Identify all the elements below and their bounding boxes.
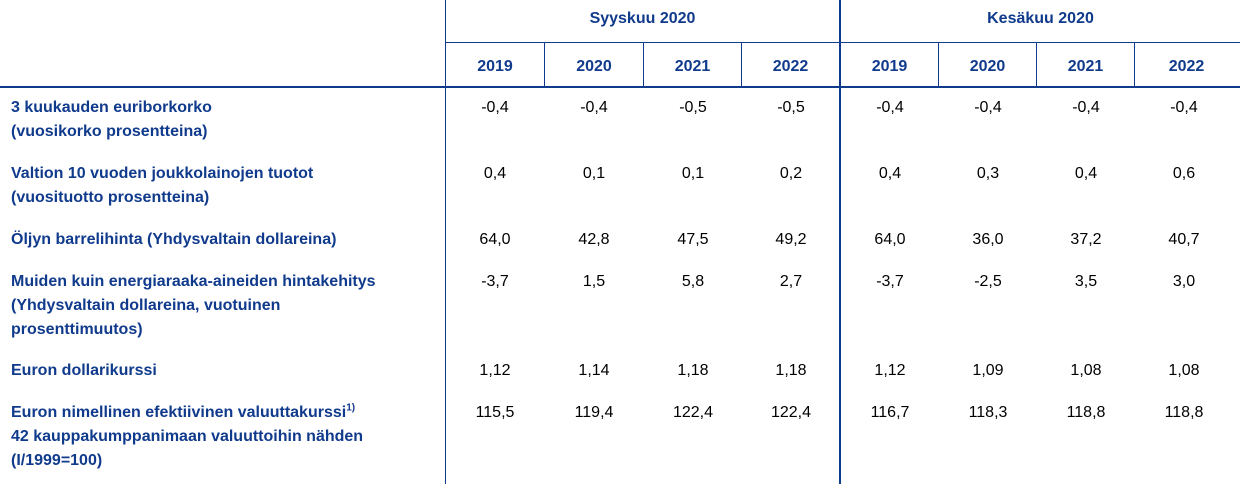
table-cell: 49,2	[775, 231, 807, 248]
group-header-kesakuu: Kesäkuu 2020	[987, 10, 1094, 27]
table-cell: 116,7	[870, 404, 910, 421]
table-cell: -0,4	[1170, 99, 1198, 116]
table-cell: 0,3	[976, 165, 1000, 182]
group-divider-middle	[839, 0, 841, 484]
group-header-syyskuu: Syyskuu 2020	[589, 10, 696, 27]
table-cell: 122,4	[672, 404, 714, 421]
footnote-marker: 1)	[346, 402, 356, 414]
table-cell: 3,0	[1172, 273, 1196, 290]
table-cell: -3,7	[876, 273, 904, 290]
row-label-usd-rate: Euron dollarikurssi	[11, 362, 157, 379]
table-cell: -0,4	[876, 99, 904, 116]
year-header: 2019	[871, 58, 908, 75]
table-cell: 1,09	[972, 362, 1004, 379]
year-header: 2020	[969, 58, 1006, 75]
table-cell: 1,12	[479, 362, 511, 379]
table-cell: -0,4	[974, 99, 1002, 116]
group-header-underline	[445, 42, 1240, 43]
table-cell: 64,0	[874, 231, 906, 248]
table-cell: 2,7	[779, 273, 803, 290]
table-cell: 118,8	[1066, 404, 1106, 421]
table-cell: 0,4	[878, 165, 902, 182]
table-cell: 40,7	[1168, 231, 1200, 248]
table-cell: 47,5	[677, 231, 709, 248]
group-divider-left	[445, 0, 446, 484]
table-cell: 119,4	[574, 404, 614, 421]
table-cell: 0,1	[681, 165, 705, 182]
table-cell: 115,5	[475, 404, 515, 421]
year-header: 2021	[674, 58, 711, 75]
table-cell: 37,2	[1070, 231, 1102, 248]
year-divider	[1036, 42, 1037, 86]
table-cell: 1,14	[578, 362, 610, 379]
table-cell: 118,8	[1164, 404, 1204, 421]
table-cell: -0,4	[1072, 99, 1100, 116]
row-label-effective-rate-text: Euron nimellinen efektiivinen valuuttaku…	[11, 404, 347, 421]
table-cell: 1,08	[1070, 362, 1102, 379]
table-cell: 1,18	[677, 362, 709, 379]
year-header: 2022	[772, 58, 809, 75]
year-divider	[938, 42, 939, 86]
table-cell: -0,5	[679, 99, 707, 116]
row-label-effective-rate: Euron nimellinen efektiivinen valuuttaku…	[11, 401, 355, 425]
year-divider	[1134, 42, 1135, 86]
table-cell: 1,08	[1168, 362, 1200, 379]
year-divider	[741, 42, 742, 86]
table-cell: -2,5	[974, 273, 1002, 290]
table-cell: 1,5	[582, 273, 606, 290]
table-cell: 118,3	[968, 404, 1008, 421]
table-cell: 0,6	[1172, 165, 1196, 182]
row-label-commodity-prices: Muiden kuin energiaraaka-aineiden hintak…	[11, 273, 376, 338]
table-cell: 0,4	[483, 165, 507, 182]
table-cell: 36,0	[972, 231, 1004, 248]
table-cell: 1,12	[874, 362, 906, 379]
header-bottom-rule	[0, 86, 1240, 88]
year-header: 2019	[477, 58, 513, 75]
table-cell: -3,7	[481, 273, 509, 290]
row-label-oil-price: Öljyn barrelihinta (Yhdysvaltain dollare…	[11, 231, 337, 248]
row-label-bond-yield: Valtion 10 vuoden joukkolainojen tuotot …	[11, 165, 314, 206]
year-divider	[643, 42, 644, 86]
table-cell: 64,0	[479, 231, 511, 248]
row-label-effective-rate-cont: 42 kauppakumppanimaan valuuttoihin nähde…	[11, 428, 364, 469]
table-cell: 0,1	[582, 165, 606, 182]
table-cell: -0,4	[580, 99, 608, 116]
table-cell: 5,8	[681, 273, 705, 290]
table-cell: 42,8	[578, 231, 610, 248]
year-header: 2020	[576, 58, 612, 75]
row-label-euribor: 3 kuukauden euriborkorko (vuosikorko pro…	[11, 99, 212, 140]
table-cell: 1,18	[775, 362, 807, 379]
year-header: 2021	[1067, 58, 1104, 75]
table-cell: 122,4	[770, 404, 812, 421]
table-cell: -0,4	[481, 99, 509, 116]
year-divider	[544, 42, 545, 86]
table-cell: 0,4	[1074, 165, 1098, 182]
table-cell: 3,5	[1074, 273, 1098, 290]
table-cell: -0,5	[777, 99, 805, 116]
year-header: 2022	[1168, 58, 1205, 75]
table-cell: 0,2	[779, 165, 803, 182]
